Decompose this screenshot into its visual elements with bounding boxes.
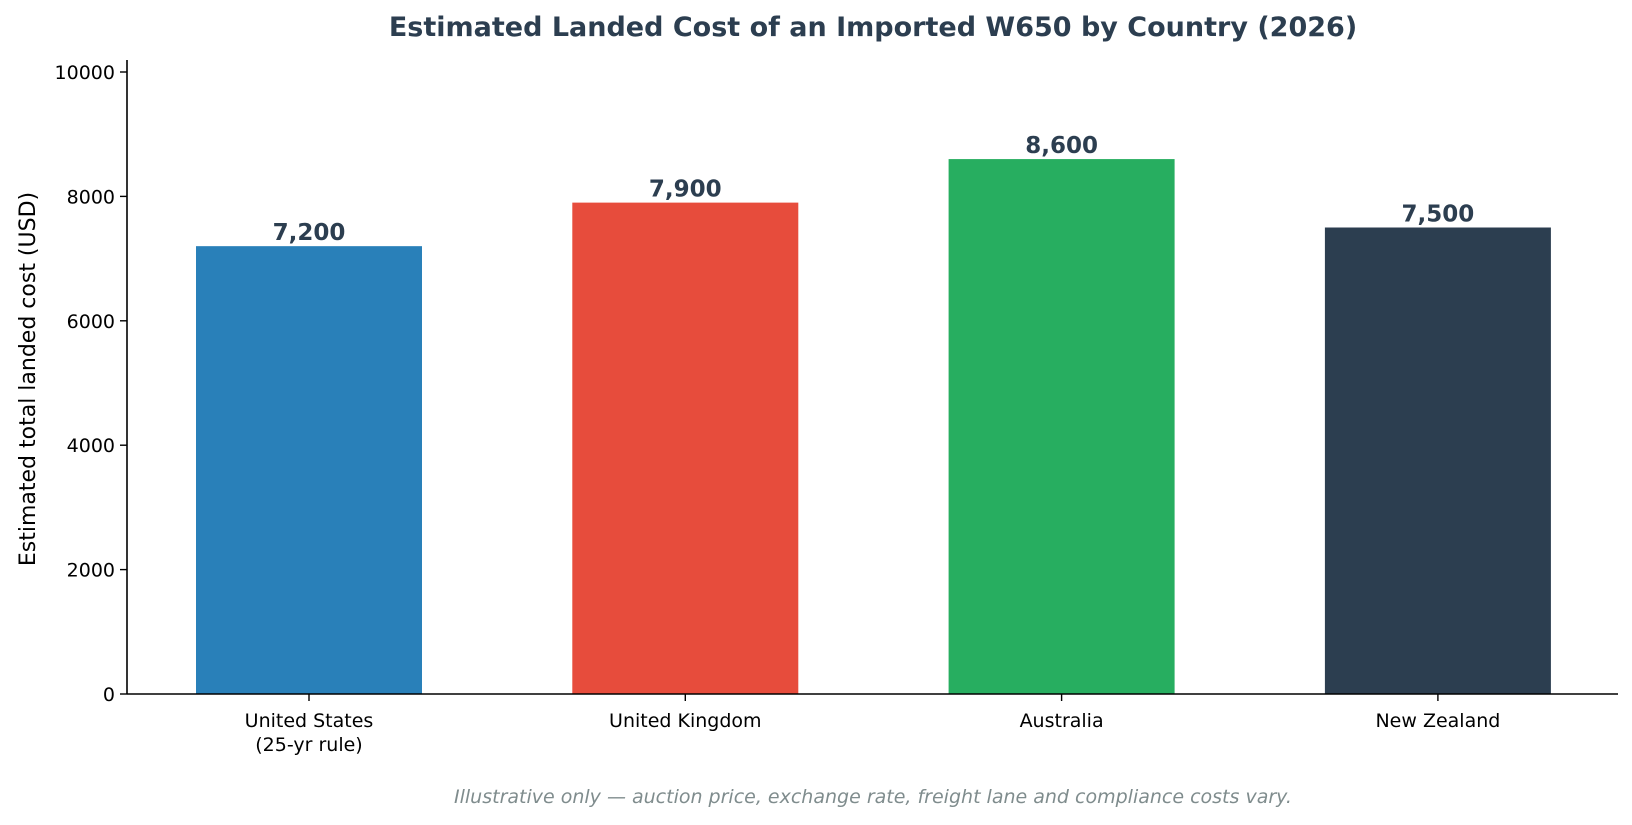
chart-footnote: Illustrative only — auction price, excha… (454, 786, 1292, 808)
x-axis-ticks: United States(25-yr rule) United Kingdom A… (245, 694, 1500, 756)
bar (1324, 227, 1551, 694)
x-tick-label: (25-yr rule) (255, 734, 362, 756)
y-axis-ticks: 0 2000 4000 6000 8000 10000 (55, 62, 127, 706)
y-tick-label: 10000 (55, 62, 115, 84)
y-tick-label: 0 (103, 684, 115, 706)
bar-value-label: 7,500 (1402, 202, 1475, 228)
bar-value-label: 7,900 (649, 177, 722, 203)
y-tick-label: 2000 (67, 560, 115, 582)
bar-value-label: 7,200 (273, 220, 346, 246)
bar (948, 159, 1175, 694)
x-tick-label: United States (245, 710, 374, 732)
y-axis-label: Estimated total landed cost (USD) (16, 192, 41, 566)
x-tick-label: Australia (1020, 710, 1104, 732)
y-tick-label: 4000 (67, 435, 115, 457)
x-tick-label: United Kingdom (609, 710, 762, 732)
chart-title: Estimated Landed Cost of an Imported W65… (389, 12, 1357, 43)
y-tick-label: 6000 (67, 311, 115, 333)
x-tick-label: New Zealand (1375, 710, 1500, 732)
y-tick-label: 8000 (67, 186, 115, 208)
bars-group (196, 159, 1551, 694)
bar (196, 246, 422, 694)
bar-value-label: 8,600 (1025, 133, 1098, 159)
value-labels-group: 7,200 7,900 8,600 7,500 (273, 133, 1475, 246)
bar (572, 202, 799, 694)
